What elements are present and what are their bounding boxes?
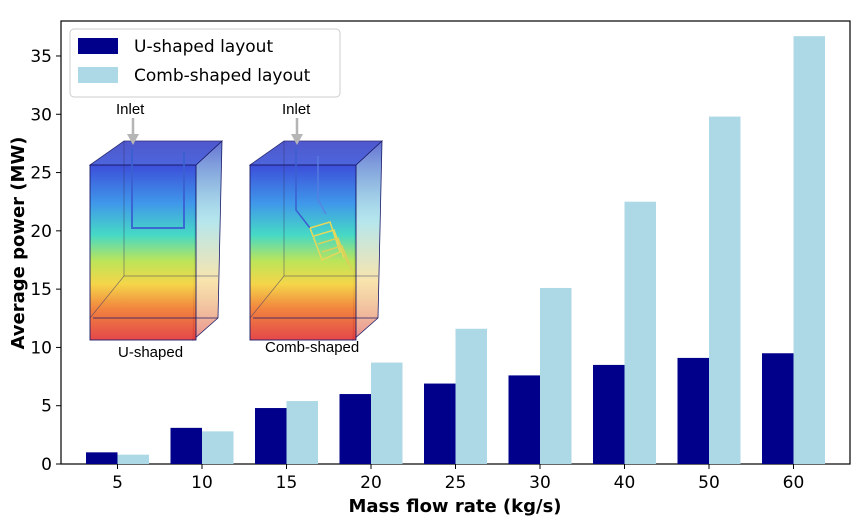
y-tick-label: 15: [30, 280, 52, 300]
legend-label-comb-shaped: Comb-shaped layout: [134, 66, 311, 86]
bar-comb-shaped-15: [286, 401, 318, 464]
bars-group: [86, 36, 825, 464]
bar-comb-shaped-25: [455, 328, 487, 464]
bar-comb-shaped-5: [117, 454, 149, 464]
y-tick-label: 35: [30, 47, 52, 67]
x-tick-label: 20: [360, 473, 382, 493]
u-shaped-illustration: Inlet U-shaped: [88, 101, 224, 361]
y-tick-label: 20: [30, 222, 52, 242]
y-tick-label: 10: [30, 338, 52, 358]
legend: U-shaped layout Comb-shaped layout: [69, 28, 341, 98]
bar-comb-shaped-40: [624, 201, 656, 464]
x-tick-label: 30: [529, 473, 551, 493]
x-tick-label: 40: [614, 473, 636, 493]
comb-shaped-illustration: Inlet Comb-shaped: [248, 101, 384, 356]
y-tick-label: 25: [30, 164, 52, 184]
bar-comb-shaped-60: [793, 36, 825, 464]
bar-u-shaped-30: [508, 375, 540, 464]
bar-u-shaped-20: [339, 394, 371, 464]
x-tick-label: 50: [698, 473, 720, 493]
comb-block-side-face: [352, 140, 383, 341]
bar-comb-shaped-10: [202, 431, 234, 464]
bar-u-shaped-25: [424, 383, 456, 464]
comb-shaped-pipe: [295, 148, 353, 271]
x-tick-label: 25: [445, 473, 467, 493]
y-tick-label: 5: [41, 397, 52, 417]
x-tick-label: 5: [112, 473, 123, 493]
legend-swatch-comb-shaped: [78, 67, 118, 83]
u-inlet-label: Inlet: [116, 101, 145, 118]
y-tick-label: 0: [41, 455, 52, 475]
x-axis: 5 10 15 20 25 30 40 50 60: [112, 464, 804, 493]
bar-u-shaped-40: [593, 364, 625, 464]
bar-u-shaped-5: [86, 452, 118, 464]
bar-comb-shaped-50: [709, 116, 741, 464]
bar-comb-shaped-30: [540, 287, 572, 464]
legend-box: [69, 28, 341, 98]
comb-inlet-label: Inlet: [282, 101, 311, 118]
legend-swatch-u-shaped: [78, 38, 118, 54]
bar-comb-shaped-20: [371, 362, 403, 464]
y-tick-label: 30: [30, 105, 52, 125]
y-axis-title: Average power (MW): [8, 136, 29, 349]
x-tick-label: 10: [191, 473, 213, 493]
x-tick-label: 60: [783, 473, 805, 493]
u-shaped-pipe: [131, 148, 185, 229]
x-axis-title: Mass flow rate (kg/s): [348, 496, 561, 517]
x-tick-label: 15: [276, 473, 298, 493]
bar-u-shaped-60: [762, 353, 794, 464]
u-shaped-caption: U-shaped: [118, 344, 183, 361]
u-block-front-face: [90, 165, 196, 340]
bar-u-shaped-50: [677, 357, 709, 464]
bar-u-shaped-15: [255, 408, 287, 464]
bar-u-shaped-10: [170, 427, 202, 464]
legend-label-u-shaped: U-shaped layout: [134, 37, 273, 57]
u-block-side-face: [192, 140, 223, 341]
comb-shaped-caption: Comb-shaped: [265, 339, 359, 356]
y-axis: 0 5 10 15 20 25 30 35: [30, 47, 61, 475]
